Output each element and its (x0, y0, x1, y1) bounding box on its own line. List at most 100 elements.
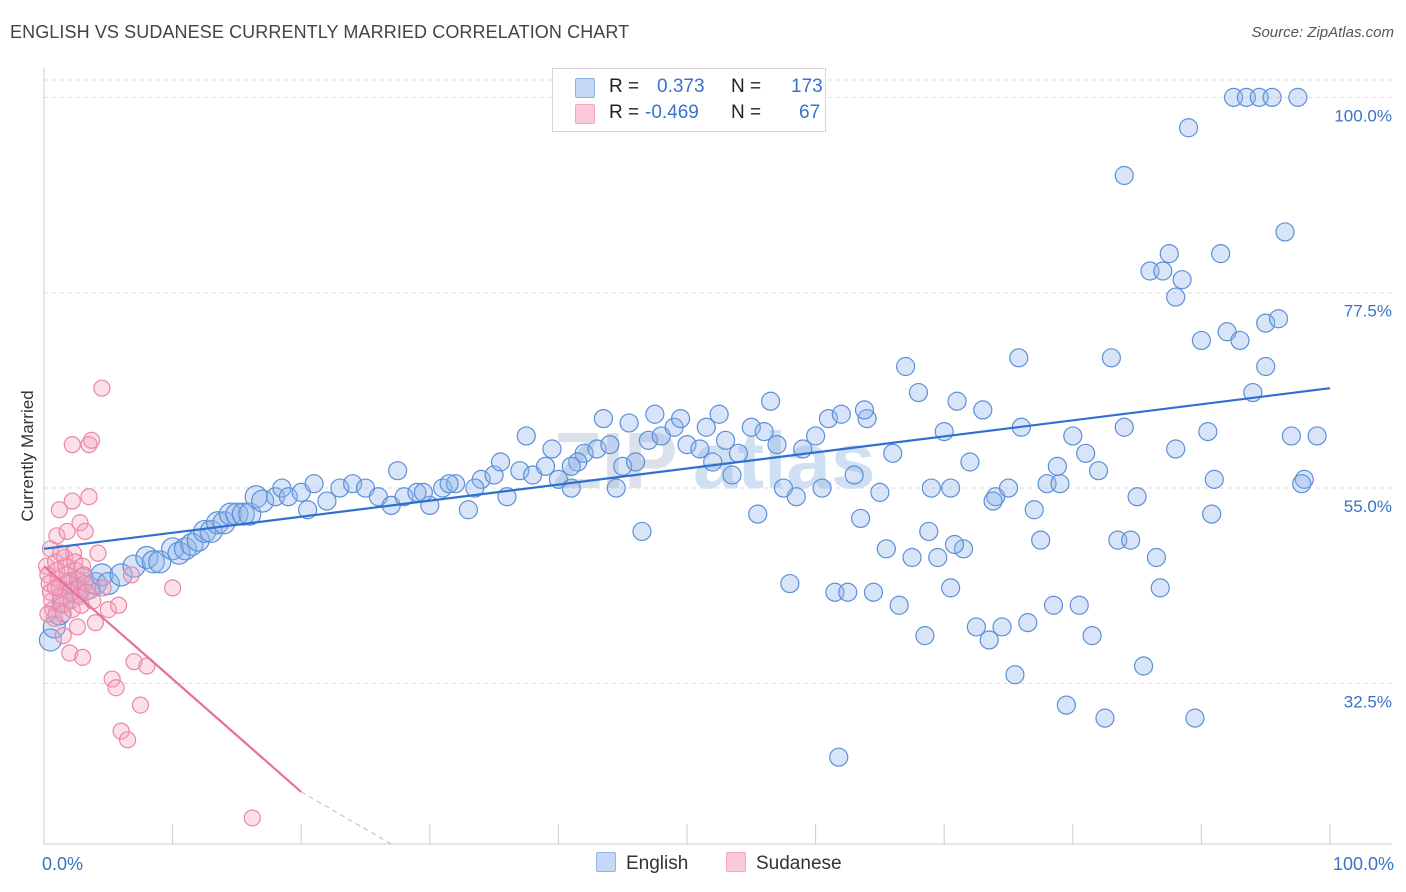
sudanese-point (93, 379, 111, 397)
english-point (244, 485, 268, 509)
english-point (696, 417, 716, 437)
english-point (606, 478, 626, 498)
sudanese-point (125, 653, 143, 671)
y-tick-label: 32.5% (1344, 692, 1392, 711)
english-point (1153, 261, 1173, 281)
sudanese-point (73, 557, 92, 575)
english-point (921, 478, 941, 498)
english-point (1198, 422, 1218, 442)
english-point (600, 435, 620, 455)
english-point (1031, 530, 1051, 550)
english-point (1166, 439, 1186, 459)
y-tick-label: 55.0% (1344, 497, 1392, 516)
sudanese-point (131, 696, 150, 714)
english-point (193, 519, 217, 544)
english-point (677, 435, 697, 455)
english-point (896, 356, 916, 377)
english-point (1127, 487, 1147, 507)
english-point (1121, 530, 1141, 550)
english-point (690, 439, 710, 459)
legend: R = 0.373 N = 173 R = -0.469 N = 67 (552, 68, 826, 132)
english-point (1159, 244, 1179, 264)
english-point (135, 545, 159, 570)
english-point (831, 404, 851, 424)
sudanese-point (103, 670, 121, 688)
sudanese-point (138, 657, 156, 675)
english-point (1172, 270, 1192, 290)
english-point (1114, 417, 1134, 437)
english-point (870, 482, 890, 502)
english-point (141, 550, 165, 574)
english-point (516, 426, 536, 446)
english-point (1150, 578, 1170, 598)
english-point (1256, 356, 1276, 377)
english-trend-line (43, 387, 1331, 550)
english-point (645, 404, 665, 424)
english-swatch (575, 78, 595, 98)
sudanese-point (59, 574, 78, 593)
english-point (122, 554, 146, 578)
english-point (1043, 595, 1064, 615)
bottom-legend-sudanese-label: Sudanese (756, 853, 842, 874)
english-point (561, 456, 581, 476)
english-point (535, 456, 556, 476)
english-point (1095, 708, 1115, 728)
english-point (1063, 426, 1083, 446)
english-point (231, 502, 255, 526)
sudanese-point (63, 492, 81, 510)
sudanese-point (48, 527, 66, 545)
english-point (1050, 474, 1070, 494)
english-point (445, 474, 466, 494)
english-point (619, 413, 639, 433)
english-swatch (596, 852, 616, 872)
english-point (1281, 426, 1302, 446)
sudanese-point (107, 679, 125, 697)
sudanese-point (43, 592, 61, 610)
english-point (1076, 443, 1096, 463)
english-point (510, 461, 530, 481)
sudanese-point (82, 431, 101, 449)
english-point (844, 465, 864, 485)
watermark-atlas: atlas (693, 416, 875, 505)
english-point (1009, 348, 1029, 368)
english-point (908, 382, 929, 403)
english-point (1047, 456, 1067, 476)
english-point (394, 487, 414, 507)
sudanese-point (243, 809, 261, 827)
english-point (703, 452, 723, 472)
sudanese-point (37, 557, 56, 575)
english-point (317, 491, 337, 511)
english-point (928, 547, 948, 568)
sudanese-swatch (575, 104, 595, 124)
english-point (278, 487, 298, 507)
sudanese-point (71, 514, 89, 532)
sudanese-trend-line (43, 565, 302, 793)
english-point (458, 500, 478, 520)
sudanese-point (122, 566, 141, 584)
english-point (966, 617, 986, 637)
english-point (413, 482, 433, 502)
x-tick-label-min: 0.0% (42, 854, 83, 874)
english-point (780, 573, 800, 594)
sudanese-point (58, 566, 76, 584)
source-label: Source: ZipAtlas.com (1251, 24, 1394, 41)
sudanese-point (76, 522, 94, 541)
english-point (638, 430, 659, 450)
english-point (1133, 656, 1154, 676)
english-point (722, 465, 742, 485)
legend-n-value: 67 (799, 102, 821, 123)
sudanese-point (118, 731, 137, 749)
english-point (838, 582, 858, 602)
english-point (915, 626, 935, 646)
legend-n-label: N = (731, 76, 762, 97)
sudanese-swatch (726, 852, 746, 872)
english-point (1024, 500, 1044, 520)
chart-title: ENGLISH VS SUDANESE CURRENTLY MARRIED CO… (10, 22, 630, 42)
english-point (251, 489, 275, 513)
legend-r-label: R = (609, 102, 640, 123)
english-point (439, 474, 459, 494)
english-point (1018, 613, 1038, 633)
legend-n-label: N = (731, 102, 762, 123)
english-point (1275, 222, 1295, 242)
english-point (829, 747, 849, 767)
